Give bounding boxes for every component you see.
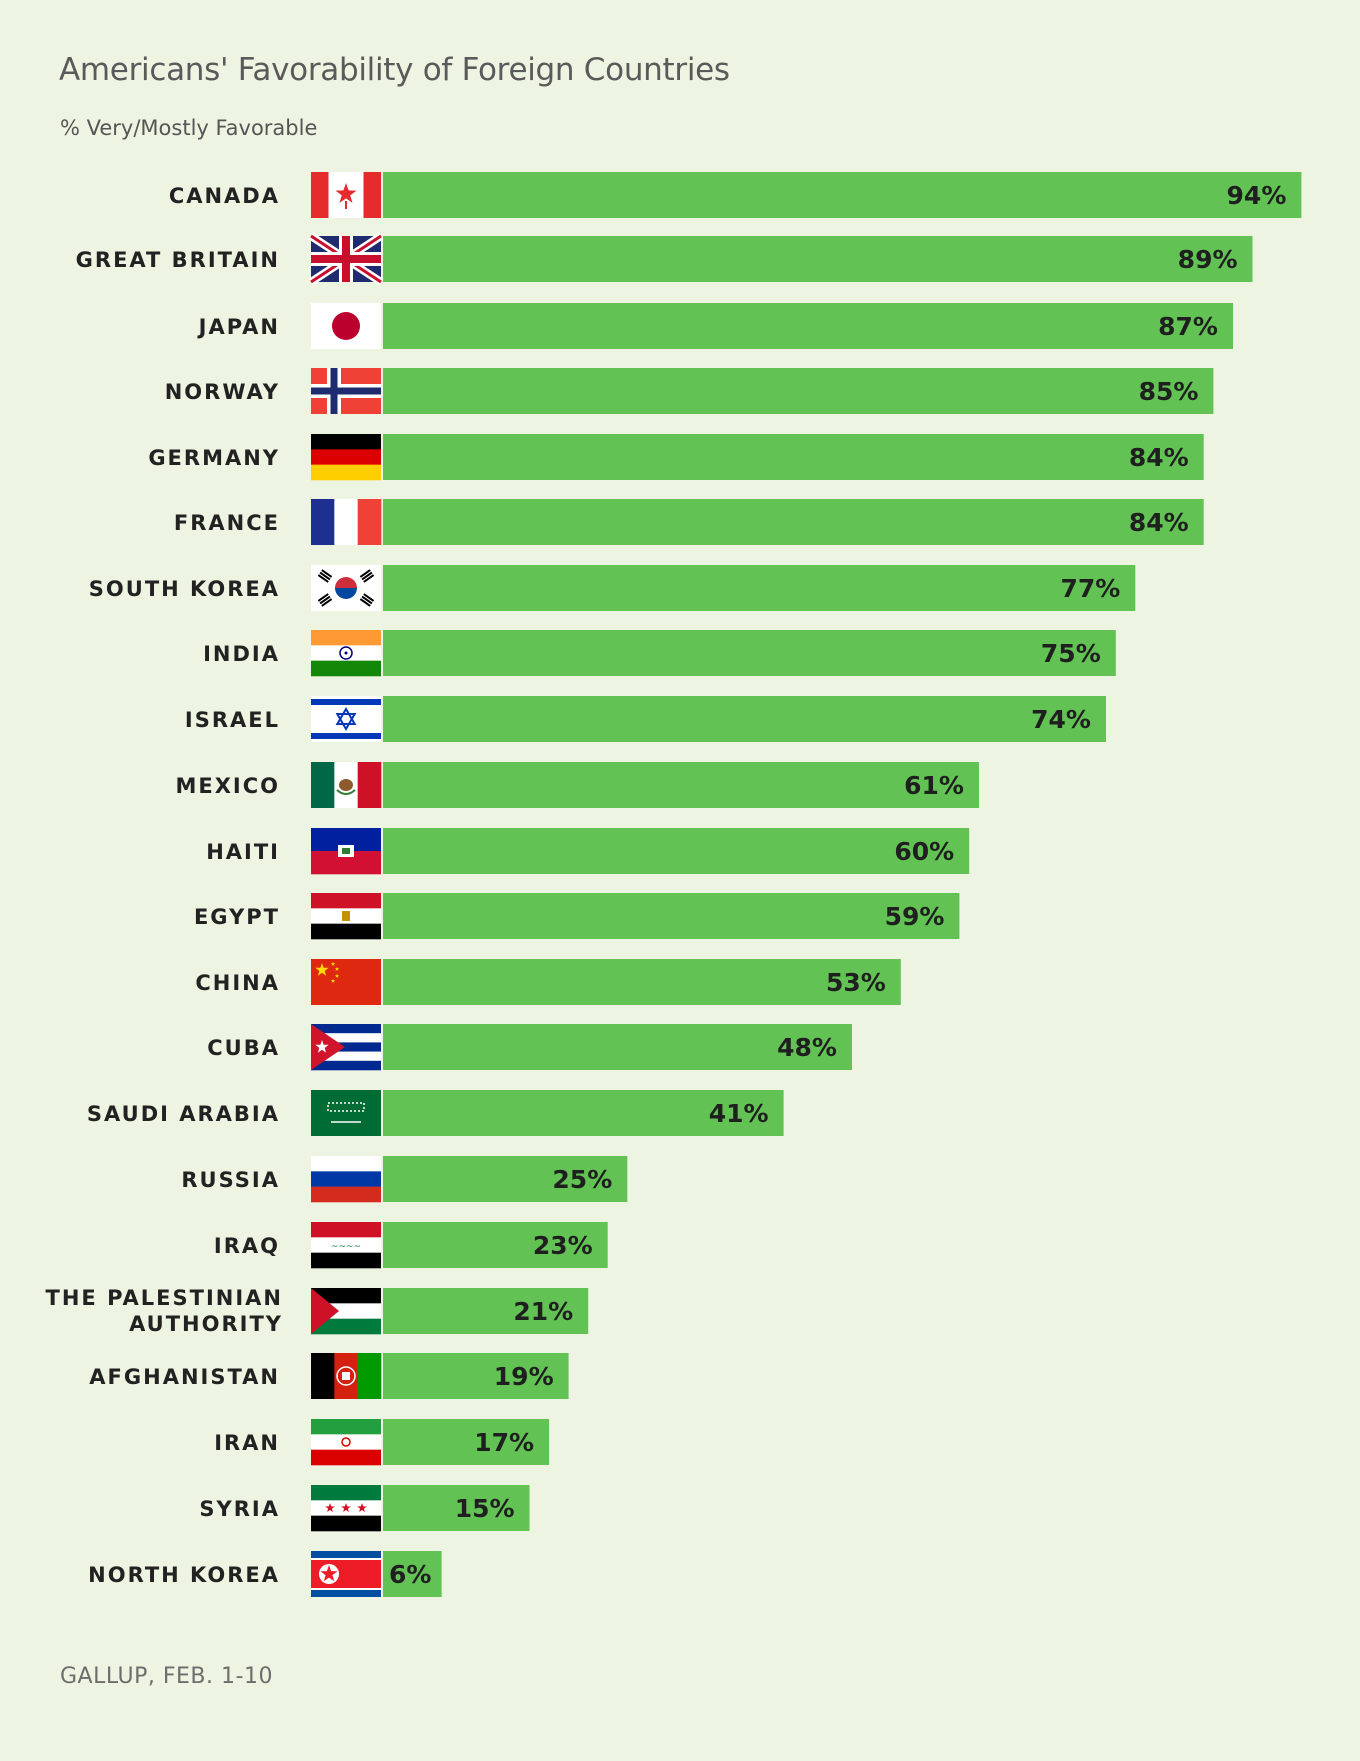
value-label-israel: 74%: [1031, 705, 1091, 734]
value-label-iran: 17%: [474, 1428, 534, 1457]
value-label-china: 53%: [826, 968, 886, 997]
value-label-cuba: 48%: [777, 1033, 837, 1062]
category-label-syria: SYRIA: [199, 1497, 280, 1521]
china-flag-icon: [311, 959, 381, 1005]
bar-iraq: [383, 1222, 608, 1268]
bar-north-korea: [383, 1551, 442, 1597]
bar-israel: [383, 696, 1106, 742]
chart-subtitle: % Very/Mostly Favorable: [60, 116, 318, 140]
category-label-iraq: IRAQ: [214, 1234, 280, 1258]
value-label-afghanistan: 19%: [494, 1362, 554, 1391]
value-label-egypt: 59%: [885, 902, 945, 931]
value-label-germany: 84%: [1129, 443, 1189, 472]
value-label-great-britain: 89%: [1178, 245, 1238, 274]
bar-egypt: [383, 893, 960, 939]
category-label-norway: NORWAY: [165, 380, 280, 404]
palestine-flag-icon: [311, 1288, 381, 1335]
category-label-saudi-arabia: SAUDI ARABIA: [87, 1102, 280, 1126]
bar-saudi-arabia: [383, 1090, 784, 1136]
svg-text:~~~~: ~~~~: [331, 1242, 361, 1252]
category-label-germany: GERMANY: [148, 446, 280, 470]
bar-norway: [383, 368, 1214, 414]
iran-flag-icon: [311, 1419, 381, 1466]
value-label-canada: 94%: [1227, 181, 1287, 210]
japan-flag-icon: [311, 303, 381, 349]
category-label-france: FRANCE: [174, 511, 280, 535]
egypt-flag-icon: [311, 893, 381, 940]
category-label-india: INDIA: [203, 642, 280, 666]
bar-france: [383, 499, 1204, 545]
chart-source: GALLUP, FEB. 1-10: [60, 1664, 273, 1689]
bar-great-britain: [383, 236, 1253, 282]
category-label-haiti: HAITI: [206, 840, 280, 864]
category-label-canada: CANADA: [169, 184, 280, 208]
category-label-russia: RUSSIA: [181, 1168, 280, 1192]
category-label-afghanistan: AFGHANISTAN: [89, 1365, 280, 1389]
bar-the-palestinian-authority: [383, 1288, 589, 1334]
afghanistan-flag-icon: [311, 1353, 382, 1399]
bar-canada: [383, 172, 1302, 218]
syria-flag-icon: [311, 1485, 381, 1532]
category-label-south-korea: SOUTH KOREA: [89, 577, 280, 601]
bar-haiti: [383, 828, 970, 874]
france-flag-icon: [311, 499, 382, 545]
saudi-arabia-flag-icon: [311, 1090, 381, 1136]
value-label-france: 84%: [1129, 508, 1189, 537]
value-label-japan: 87%: [1158, 312, 1218, 341]
value-label-the-palestinian-authority: 21%: [513, 1297, 573, 1326]
bar-afghanistan: [383, 1353, 569, 1399]
bar-iran: [383, 1419, 550, 1465]
bar-cuba: [383, 1024, 852, 1070]
value-label-haiti: 60%: [894, 837, 954, 866]
north-korea-flag-icon: [311, 1551, 381, 1597]
germany-flag-icon: [311, 434, 381, 481]
bar-germany: [383, 434, 1204, 480]
iraq-flag-icon: ~~~~: [311, 1222, 381, 1269]
value-label-mexico: 61%: [904, 771, 964, 800]
norway-flag-icon: [311, 368, 381, 414]
category-label-great-britain: GREAT BRITAIN: [76, 248, 280, 272]
canada-flag-icon: [311, 172, 381, 218]
bar-south-korea: [383, 565, 1136, 611]
category-label-the-palestinian-authority: THE PALESTINIAN AUTHORITY: [46, 1286, 283, 1336]
bar-india: [383, 630, 1116, 676]
india-flag-icon: [311, 630, 381, 677]
value-label-india: 75%: [1041, 639, 1101, 668]
haiti-flag-icon: [311, 828, 381, 875]
value-label-iraq: 23%: [533, 1231, 593, 1260]
south-korea-flag-icon: [311, 565, 381, 611]
category-label-mexico: MEXICO: [175, 774, 280, 798]
great-britain-flag-icon: [308, 232, 384, 286]
value-label-north-korea: 6%: [389, 1560, 431, 1589]
mexico-flag-icon: [311, 762, 382, 808]
value-label-russia: 25%: [552, 1165, 612, 1194]
russia-flag-icon: [311, 1156, 381, 1203]
bar-syria: [383, 1485, 530, 1531]
value-label-norway: 85%: [1139, 377, 1199, 406]
category-label-egypt: EGYPT: [194, 905, 280, 929]
category-label-japan: JAPAN: [197, 315, 280, 339]
value-label-saudi-arabia: 41%: [709, 1099, 769, 1128]
category-label-cuba: CUBA: [207, 1036, 280, 1060]
bar-russia: [383, 1156, 628, 1202]
value-label-syria: 15%: [455, 1494, 515, 1523]
category-label-iran: IRAN: [214, 1431, 280, 1455]
value-label-south-korea: 77%: [1060, 574, 1120, 603]
israel-flag-icon: [311, 696, 381, 742]
cuba-flag-icon: [311, 1024, 381, 1071]
category-label-israel: ISRAEL: [185, 708, 280, 732]
bar-china: [383, 959, 901, 1005]
chart-title: Americans' Favorability of Foreign Count…: [59, 52, 730, 88]
category-label-north-korea: NORTH KOREA: [88, 1563, 280, 1587]
bar-mexico: [383, 762, 979, 808]
category-label-china: CHINA: [195, 971, 280, 995]
bar-japan: [383, 303, 1233, 349]
